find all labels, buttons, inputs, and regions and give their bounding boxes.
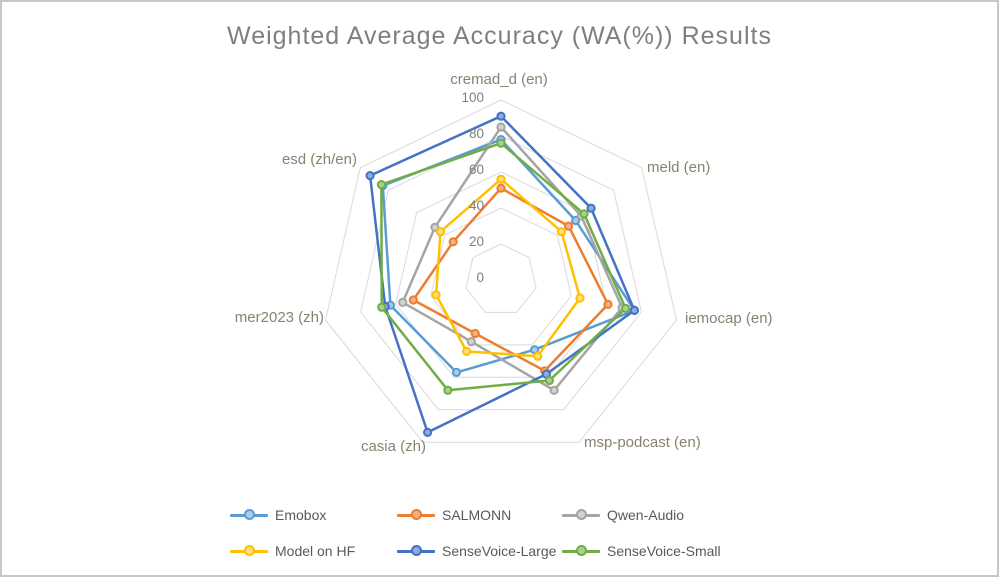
marker-sensevoice-small-cremad-d-en — [496, 138, 506, 148]
marker-model-on-hf-cremad-d-en — [496, 174, 506, 184]
radial-tick-label-20: 20 — [468, 234, 484, 249]
marker-sensevoice-small-esd-zh-en — [376, 180, 386, 190]
legend-marker-icon — [397, 545, 435, 557]
legend-marker-icon — [562, 545, 600, 557]
series-model-on-hf — [431, 174, 585, 361]
axis-label-iemocap-en: iemocap (en) — [685, 310, 773, 327]
axis-label-casia-zh: casia (zh) — [360, 438, 426, 455]
legend-label: Emobox — [275, 507, 327, 523]
legend-dot — [576, 545, 587, 556]
marker-emobox-casia-zh — [451, 367, 462, 377]
radial-tick-label-0: 0 — [476, 270, 484, 285]
marker-salmonn-meld-en — [564, 221, 574, 231]
radial-tick-label-40: 40 — [468, 198, 484, 213]
legend-dot — [576, 509, 587, 520]
marker-sensevoice-large-meld-en — [586, 203, 596, 213]
axis-label-cremad-d-en: cremad_d (en) — [450, 71, 548, 88]
legend-item-sensevoice-large: SenseVoice-Large — [397, 542, 556, 560]
legend-label: SALMONN — [442, 507, 512, 523]
marker-sensevoice-large-iemocap-en — [629, 305, 640, 315]
marker-qwen-audio-msp-podcast-en — [549, 385, 559, 395]
legend-marker-icon — [230, 545, 268, 557]
marker-sensevoice-large-esd-zh-en — [365, 171, 375, 181]
series-emobox — [378, 135, 640, 377]
marker-qwen-audio-cremad-d-en — [496, 122, 506, 132]
legend-label: Qwen-Audio — [607, 507, 685, 523]
marker-sensevoice-small-meld-en — [579, 209, 589, 219]
marker-sensevoice-small-mer2023-zh — [377, 302, 387, 312]
radial-tick-label-60: 60 — [468, 162, 484, 177]
series-sensevoice-large — [365, 111, 640, 437]
axis-label-mer2023-zh: mer2023 (zh) — [234, 309, 324, 326]
legend-label: Model on HF — [275, 543, 356, 559]
marker-emobox-meld-en — [571, 215, 581, 226]
marker-salmonn-casia-zh — [470, 328, 480, 339]
series-polygon-sensevoice-large — [368, 114, 636, 434]
radial-tick-label-100: 100 — [461, 90, 484, 105]
legend-dot — [411, 509, 422, 520]
legend-label: SenseVoice-Large — [442, 543, 557, 559]
series-salmonn — [408, 183, 613, 376]
marker-sensevoice-large-cremad-d-en — [496, 111, 506, 121]
legend-item-sensevoice-small: SenseVoice-Small — [562, 542, 721, 560]
marker-model-on-hf-casia-zh — [462, 346, 472, 356]
chart-title: Weighted Average Accuracy (WA(%)) Result… — [227, 22, 772, 50]
marker-qwen-audio-esd-zh-en — [430, 222, 440, 232]
axis-label-esd-zh-en: esd (zh/en) — [281, 151, 357, 168]
legend-item-qwen-audio: Qwen-Audio — [562, 506, 684, 524]
legend-marker-icon — [562, 509, 600, 521]
legend-dot — [244, 545, 255, 556]
series-polygon-emobox — [381, 138, 636, 374]
legend-dot — [411, 545, 422, 556]
series-polygon-model-on-hf — [434, 177, 582, 358]
legend-marker-icon — [230, 509, 268, 521]
series-polygon-sensevoice-small — [380, 141, 627, 392]
marker-salmonn-iemocap-en — [603, 299, 613, 309]
marker-model-on-hf-meld-en — [556, 227, 567, 237]
legend-label: SenseVoice-Small — [607, 543, 721, 559]
marker-sensevoice-large-casia-zh — [423, 427, 433, 437]
series-sensevoice-small — [376, 138, 631, 395]
legend-item-emobox: Emobox — [230, 506, 326, 524]
legend-item-salmonn: SALMONN — [397, 506, 511, 524]
marker-model-on-hf-msp-podcast-en — [533, 351, 543, 361]
radial-tick-label-80: 80 — [468, 126, 484, 141]
marker-model-on-hf-esd-zh-en — [435, 227, 446, 237]
marker-salmonn-esd-zh-en — [448, 237, 458, 247]
series-polygon-qwen-audio — [401, 125, 624, 392]
axis-label-msp-podcast-en: msp-podcast (en) — [584, 434, 701, 451]
legend-dot — [244, 509, 255, 520]
marker-sensevoice-small-casia-zh — [443, 385, 453, 395]
axis-label-meld-en: meld (en) — [647, 159, 711, 176]
grid-ring-100 — [324, 99, 678, 443]
marker-qwen-audio-mer2023-zh — [398, 297, 408, 307]
legend-marker-icon — [397, 509, 435, 521]
marker-salmonn-cremad-d-en — [496, 183, 506, 193]
grid-ring-40 — [430, 207, 572, 346]
grid-ring-20 — [465, 243, 537, 313]
series-polygon-salmonn — [412, 186, 610, 373]
marker-model-on-hf-iemocap-en — [575, 293, 585, 303]
legend-item-model-on-hf: Model on HF — [230, 542, 355, 560]
marker-salmonn-mer2023-zh — [408, 295, 418, 305]
marker-sensevoice-small-msp-podcast-en — [544, 375, 555, 386]
marker-qwen-audio-casia-zh — [466, 337, 476, 347]
marker-sensevoice-small-iemocap-en — [621, 303, 631, 313]
marker-model-on-hf-mer2023-zh — [431, 290, 441, 300]
